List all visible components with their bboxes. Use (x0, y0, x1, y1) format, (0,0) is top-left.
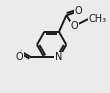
Text: CH₃: CH₃ (89, 14, 107, 24)
Text: O: O (74, 6, 82, 16)
Text: O: O (71, 21, 78, 31)
Text: O: O (16, 52, 23, 62)
Text: N: N (55, 52, 63, 62)
